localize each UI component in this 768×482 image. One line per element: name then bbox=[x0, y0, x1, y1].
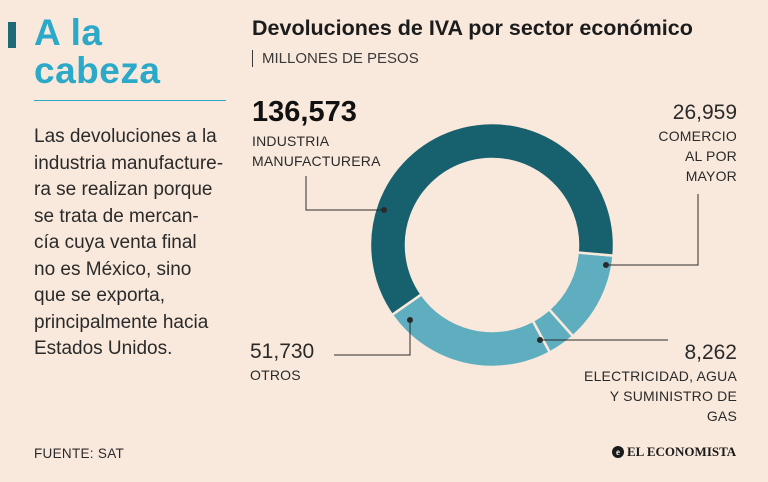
slice-label-electricidad: 8,262 ELECTRICIDAD, AGUA Y SUMINISTRO DE… bbox=[584, 341, 737, 426]
chart-subtitle: MILLONES DE PESOS bbox=[252, 50, 419, 67]
slice-value-industria: 136,573 bbox=[252, 96, 357, 128]
body-line: que se exporta, bbox=[34, 285, 165, 306]
slice-category-electricidad: GAS bbox=[706, 408, 737, 424]
slice-value-electricidad: 8,262 bbox=[684, 341, 737, 364]
leader-dot-otros bbox=[407, 317, 413, 323]
headline-line-2: cabeza bbox=[34, 50, 161, 91]
donut-slice-otros bbox=[390, 292, 552, 369]
slice-category-comercio: AL POR bbox=[684, 148, 737, 164]
body-line: Estados Unidos. bbox=[34, 338, 173, 359]
slice-category-electricidad: Y SUMINISTRO DE bbox=[609, 388, 737, 404]
leader-dot-industria bbox=[381, 207, 387, 213]
slice-category-industria: INDUSTRIA bbox=[252, 133, 330, 149]
body-line: Las devoluciones a la bbox=[34, 126, 217, 147]
slice-value-otros: 51,730 bbox=[250, 340, 315, 363]
body-line: principalmente hacia bbox=[34, 311, 209, 333]
brand-mark-icon: e bbox=[612, 446, 624, 458]
chart-title: Devoluciones de IVA por sector económico bbox=[252, 16, 693, 40]
slice-label-comercio: 26,959 COMERCIO AL POR MAYOR bbox=[658, 101, 737, 186]
slice-category-electricidad: ELECTRICIDAD, AGUA bbox=[584, 368, 737, 384]
brand-name: EL ECONOMISTA bbox=[627, 444, 737, 459]
body-paragraph: Las devoluciones a la industria manufact… bbox=[34, 124, 234, 363]
donut-slice-industria bbox=[368, 121, 616, 317]
leader-dot-electricidad bbox=[537, 337, 543, 343]
leader-line-comercio bbox=[606, 194, 699, 266]
source-note: FUENTE: SAT bbox=[34, 446, 125, 461]
body-line: industria manufacture- bbox=[34, 152, 224, 174]
slice-label-industria: 136,573 INDUSTRIA MANUFACTURERA bbox=[252, 96, 381, 171]
brand-logo: e EL ECONOMISTA bbox=[612, 444, 736, 460]
body-line: cía cuya venta final bbox=[34, 232, 197, 253]
slice-category-comercio: COMERCIO bbox=[658, 128, 737, 144]
body-line: se trata de mercan- bbox=[34, 205, 199, 227]
headline-accent-bar bbox=[8, 22, 16, 48]
slice-category-industria: MANUFACTURERA bbox=[252, 153, 381, 169]
slice-label-otros: 51,730 OTROS bbox=[250, 340, 314, 385]
body-line: no es México, sino bbox=[34, 258, 192, 280]
body-line: ra se realizan porque bbox=[34, 179, 213, 200]
leader-line-otros bbox=[334, 320, 411, 356]
slice-category-comercio: MAYOR bbox=[685, 168, 737, 184]
headline-divider bbox=[34, 100, 226, 101]
headline-line-1: A la bbox=[34, 12, 103, 53]
leader-line-industria bbox=[305, 176, 384, 211]
leader-dot-comercio bbox=[603, 262, 609, 268]
slice-category-otros: OTROS bbox=[250, 367, 301, 383]
slice-value-comercio: 26,959 bbox=[672, 101, 737, 124]
headline: A la cabeza bbox=[34, 14, 160, 90]
